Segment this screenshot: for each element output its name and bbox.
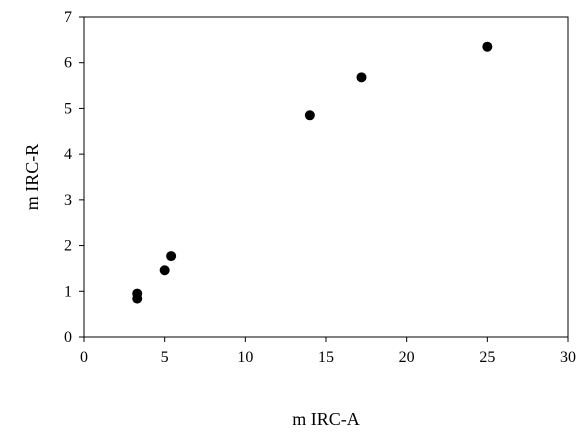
data-point [482,41,493,52]
y-tick-label: 1 [64,283,72,300]
y-tick-label: 3 [64,192,72,209]
y-tick-label: 5 [64,100,72,117]
x-tick-label: 25 [479,349,495,366]
data-points [132,41,493,304]
x-axis-title: m IRC-A [292,409,360,429]
data-point [159,265,170,276]
x-tick-label: 5 [161,349,169,366]
y-tick-label: 0 [64,329,72,346]
y-axis-title: m IRC-R [22,144,42,211]
x-tick-label: 0 [80,349,88,366]
y-axis-ticks: 0 1 2 3 4 5 6 7 [64,9,84,346]
x-tick-label: 15 [318,349,334,366]
data-point [304,110,315,121]
x-axis-ticks: 0 5 10 15 20 25 30 [80,337,576,366]
y-tick-label: 2 [64,238,72,255]
x-tick-label: 30 [560,349,576,366]
data-point [356,72,367,83]
data-point [132,293,143,304]
x-tick-label: 20 [399,349,415,366]
plot-frame [83,16,569,338]
x-tick-label: 10 [237,349,253,366]
y-tick-label: 6 [64,55,72,72]
data-point [166,251,177,262]
y-tick-label: 4 [64,146,72,163]
y-tick-label: 7 [64,9,72,26]
